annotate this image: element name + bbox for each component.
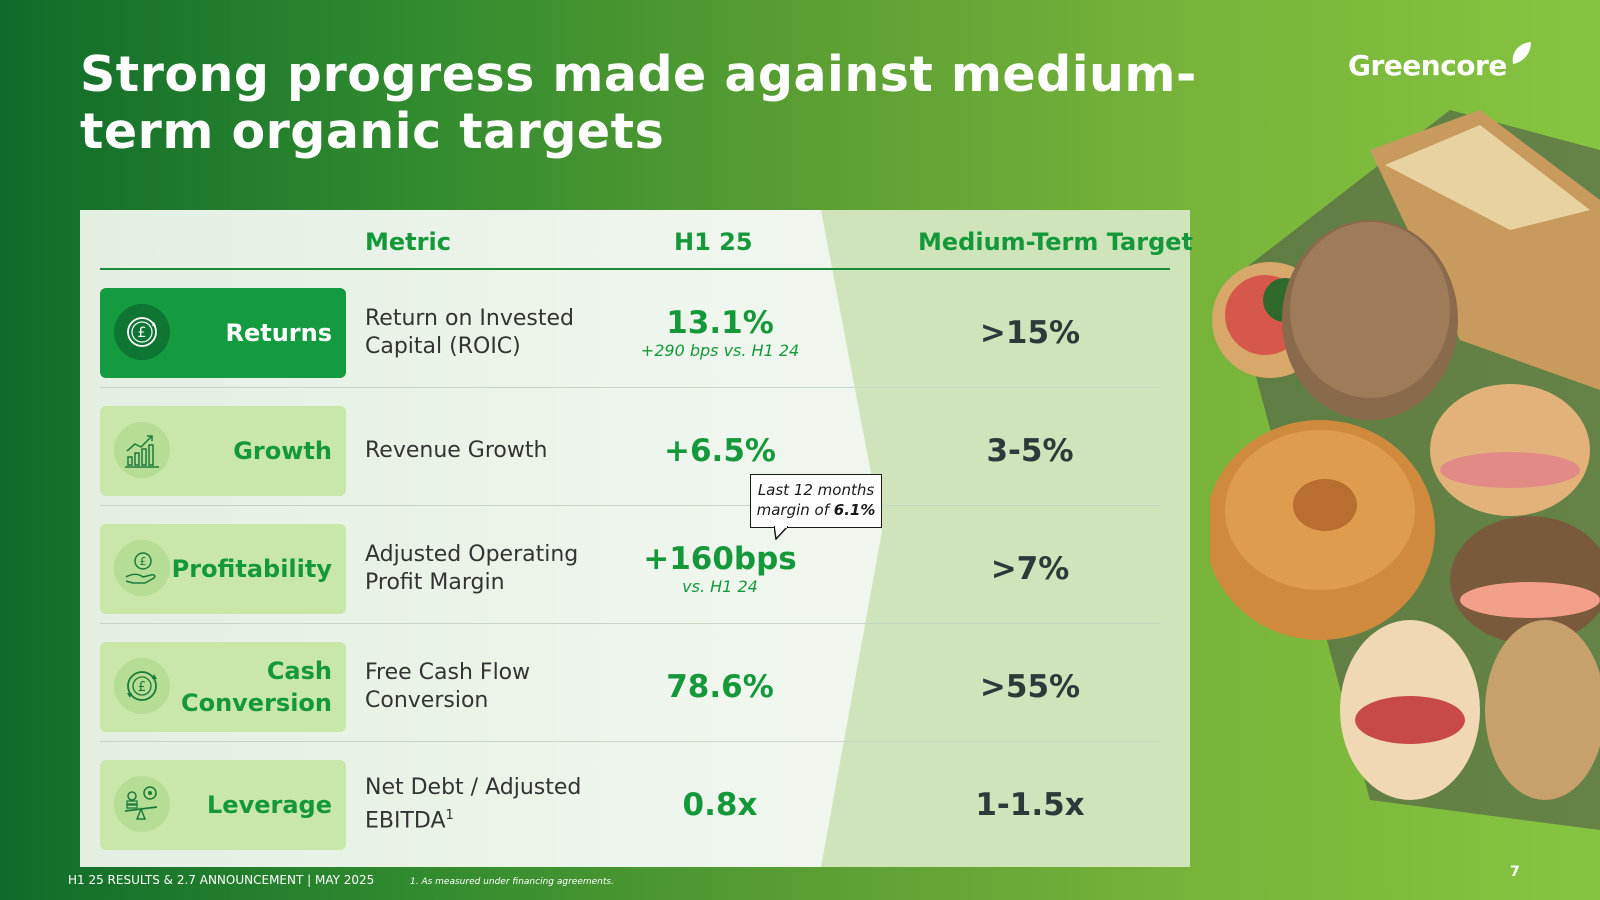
category-label: Cash Conversion bbox=[180, 657, 332, 717]
callout-value: 6.1% bbox=[833, 501, 876, 519]
category-label: Growth bbox=[233, 437, 332, 465]
table-row: Leverage Net Debt / Adjusted EBITDA1 0.8… bbox=[100, 760, 1170, 850]
target-value: >55% bbox=[979, 669, 1081, 705]
row-divider bbox=[100, 741, 1160, 742]
callout-tail bbox=[774, 526, 788, 540]
target-value: >7% bbox=[990, 551, 1070, 587]
footnote-ref: 1 bbox=[445, 808, 454, 824]
h1-value: +6.5% bbox=[664, 433, 776, 469]
callout-line1: Last 12 months bbox=[757, 481, 875, 499]
h1-value-cell: 13.1% +290 bps vs. H1 24 bbox=[620, 288, 820, 378]
h1-value: 78.6% bbox=[666, 669, 774, 705]
footer-text: H1 25 RESULTS & 2.7 ANNOUNCEMENT | MAY 2… bbox=[68, 873, 375, 887]
logo-text: Greencore bbox=[1348, 48, 1507, 82]
pound-cycle-icon: £ bbox=[114, 658, 170, 714]
h1-value-cell: +160bps vs. H1 24 bbox=[620, 524, 820, 614]
pound-coin-cycle-icon: £ bbox=[114, 304, 170, 360]
category-pill-growth: Growth bbox=[100, 406, 346, 496]
metric-name: Free Cash Flow Conversion bbox=[365, 660, 531, 713]
h1-value: 0.8x bbox=[682, 787, 758, 823]
target-value: 3-5% bbox=[986, 433, 1074, 469]
h1-value-cell: +6.5% bbox=[620, 406, 820, 496]
leaf-icon bbox=[1512, 42, 1531, 64]
table-row: £ Returns Return on Invested Capital (RO… bbox=[100, 288, 1170, 378]
category-pill-leverage: Leverage bbox=[100, 760, 346, 850]
header-divider bbox=[100, 268, 1170, 270]
header-target: Medium-Term Target bbox=[918, 228, 1193, 256]
metric-name: Return on Invested Capital (ROIC) bbox=[365, 306, 574, 359]
balance-scale-icon bbox=[114, 776, 170, 832]
h1-note: vs. H1 24 bbox=[682, 577, 758, 596]
table-row: £ Cash Conversion Free Cash Flow Convers… bbox=[100, 642, 1170, 732]
hand-coin-icon: £ bbox=[114, 540, 170, 596]
ltm-margin-callout: Last 12 months margin of 6.1% bbox=[750, 474, 882, 528]
svg-text:£: £ bbox=[138, 680, 146, 695]
svg-text:£: £ bbox=[138, 325, 147, 341]
slide-title: Strong progress made against medium-term… bbox=[80, 46, 1197, 160]
table-row: £ Profitability Adjusted Operating Profi… bbox=[100, 524, 1170, 614]
sandwich-platter-image bbox=[1210, 110, 1600, 830]
row-divider bbox=[100, 387, 1160, 388]
row-divider bbox=[100, 505, 1160, 506]
metric-name: Adjusted Operating Profit Margin bbox=[365, 542, 579, 595]
category-label: Leverage bbox=[207, 791, 332, 819]
callout-prefix: margin of bbox=[756, 501, 834, 519]
header-h1: H1 25 bbox=[674, 228, 753, 256]
target-value: >15% bbox=[979, 315, 1081, 351]
h1-value-cell: 0.8x bbox=[620, 760, 820, 850]
h1-value-cell: 78.6% bbox=[620, 642, 820, 732]
category-pill-cash-conversion: £ Cash Conversion bbox=[100, 642, 346, 732]
row-divider bbox=[100, 623, 1160, 624]
footnote: 1. As measured under financing agreement… bbox=[410, 877, 614, 887]
category-label: Profitability bbox=[171, 555, 332, 583]
target-value: 1-1.5x bbox=[975, 787, 1085, 823]
h1-value: 13.1% bbox=[666, 305, 774, 341]
svg-text:£: £ bbox=[140, 555, 147, 568]
category-label: Returns bbox=[225, 319, 332, 347]
header-metric: Metric bbox=[365, 228, 451, 256]
metric-text: Net Debt / Adjusted EBITDA bbox=[365, 775, 582, 834]
table-row: Growth Revenue Growth +6.5% 3-5% bbox=[100, 406, 1170, 496]
metric-name: Net Debt / Adjusted EBITDA1 bbox=[365, 760, 625, 850]
h1-value: +160bps bbox=[643, 541, 797, 577]
metric-name: Revenue Growth bbox=[365, 438, 548, 463]
category-pill-profitability: £ Profitability bbox=[100, 524, 346, 614]
page-number: 7 bbox=[1510, 864, 1520, 880]
category-pill-returns: £ Returns bbox=[100, 288, 346, 378]
h1-note: +290 bps vs. H1 24 bbox=[640, 341, 800, 360]
growth-chart-icon bbox=[114, 422, 170, 478]
greencore-logo: Greencore bbox=[1348, 40, 1533, 90]
